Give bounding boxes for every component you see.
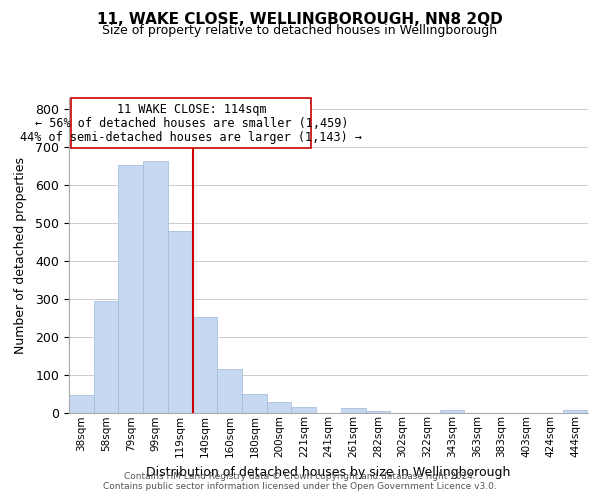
Bar [168,231,193,412]
Bar [365,411,390,412]
Bar [118,166,143,412]
Bar [94,302,118,412]
Bar [69,394,94,412]
Bar [217,369,242,412]
Y-axis label: Number of detached properties: Number of detached properties [14,156,27,354]
Text: 11, WAKE CLOSE, WELLINGBOROUGH, NN8 2QD: 11, WAKE CLOSE, WELLINGBOROUGH, NN8 2QD [97,12,503,28]
Text: 11 WAKE CLOSE: 114sqm: 11 WAKE CLOSE: 114sqm [116,103,266,116]
X-axis label: Distribution of detached houses by size in Wellingborough: Distribution of detached houses by size … [146,466,511,478]
Bar [563,410,588,412]
Bar [440,410,464,412]
Text: Size of property relative to detached houses in Wellingborough: Size of property relative to detached ho… [103,24,497,37]
Bar [292,407,316,412]
Bar [267,402,292,412]
FancyBboxPatch shape [71,98,311,148]
Text: ← 56% of detached houses are smaller (1,459): ← 56% of detached houses are smaller (1,… [35,117,348,130]
Bar [193,317,217,412]
Bar [242,394,267,412]
Text: 44% of semi-detached houses are larger (1,143) →: 44% of semi-detached houses are larger (… [20,131,362,144]
Text: Contains HM Land Registry data © Crown copyright and database right 2024.: Contains HM Land Registry data © Crown c… [124,472,476,481]
Bar [341,408,365,412]
Bar [143,161,168,412]
Text: Contains public sector information licensed under the Open Government Licence v3: Contains public sector information licen… [103,482,497,491]
